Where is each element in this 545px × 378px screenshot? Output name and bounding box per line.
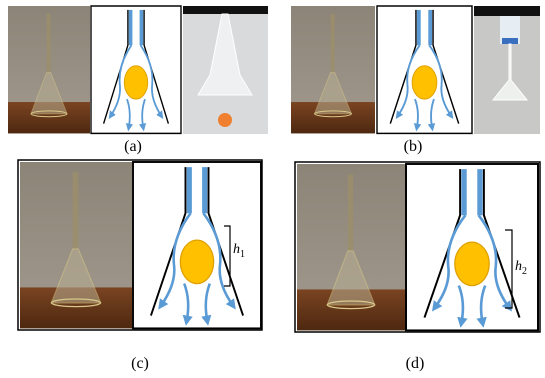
schematic — [133, 162, 261, 328]
photo — [474, 6, 540, 134]
panel-d: h2 (d) — [295, 162, 540, 372]
height-symbol: h — [233, 242, 240, 257]
photo — [297, 164, 405, 330]
photo — [291, 6, 375, 133]
figure: (a) (b) h1 (c) h2 (d) — [0, 0, 545, 378]
panel-a: (a) — [8, 6, 268, 155]
panel-label: (c) — [131, 355, 149, 372]
photo — [183, 6, 268, 134]
height-symbol: h — [515, 259, 522, 274]
schematic — [91, 6, 181, 133]
photo — [8, 6, 90, 133]
panel-b: (b) — [291, 6, 540, 155]
photo — [20, 162, 132, 328]
panel-label: (b) — [404, 138, 423, 155]
panel-c: h1 (c) — [18, 160, 262, 372]
panel-label: (a) — [124, 138, 142, 155]
height-subscript: 1 — [240, 249, 245, 260]
panel-label: (d) — [406, 355, 425, 372]
height-subscript: 2 — [522, 266, 527, 277]
schematic — [377, 6, 472, 133]
schematic — [406, 164, 538, 330]
